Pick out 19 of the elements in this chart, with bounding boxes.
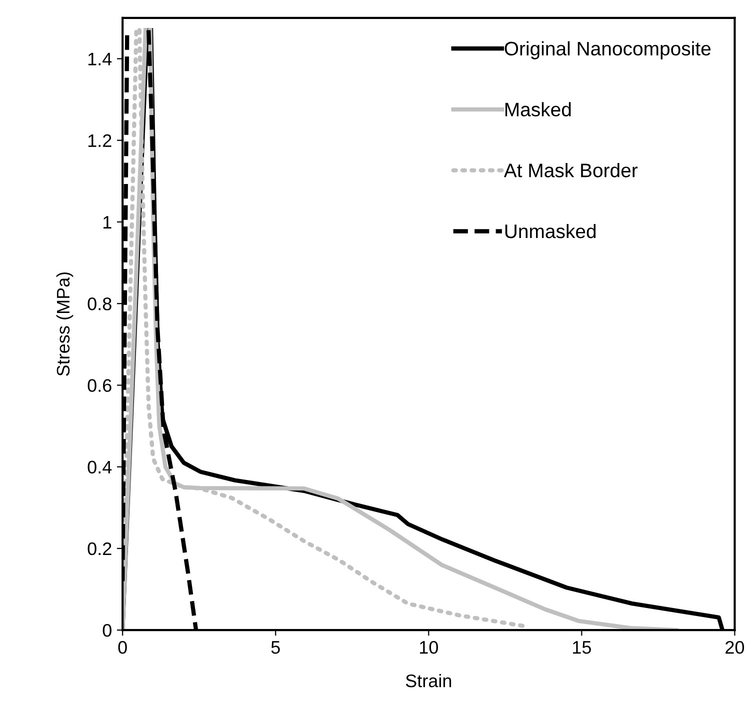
y-tick-label: 1.4 bbox=[88, 52, 112, 66]
x-tick-label: 15 bbox=[573, 641, 591, 654]
x-tick-label: 0 bbox=[118, 640, 127, 654]
legend-label: Unmasked bbox=[505, 224, 596, 238]
y-tick-label: 0.8 bbox=[88, 298, 112, 310]
legend-label: Masked bbox=[505, 102, 571, 116]
x-tick-label: 5 bbox=[271, 641, 280, 654]
x-tick-label: 10 bbox=[420, 640, 438, 654]
y-tick-label: 0 bbox=[102, 624, 112, 637]
y-tick-label: 0.2 bbox=[88, 542, 112, 556]
y-tick-label: 1 bbox=[103, 216, 112, 228]
legend-label: Original Nanocomposite bbox=[504, 41, 711, 60]
y-tick-label: 0.6 bbox=[88, 379, 112, 392]
legend-label: At Mask Border bbox=[504, 163, 638, 178]
y-tick-label: 0.4 bbox=[88, 460, 112, 474]
x-tick-label: 20 bbox=[726, 640, 744, 654]
y-axis-title: Stress (MPa) bbox=[56, 272, 74, 376]
x-axis-title: Strain bbox=[406, 674, 452, 688]
y-tick-label: 1.2 bbox=[88, 134, 112, 147]
